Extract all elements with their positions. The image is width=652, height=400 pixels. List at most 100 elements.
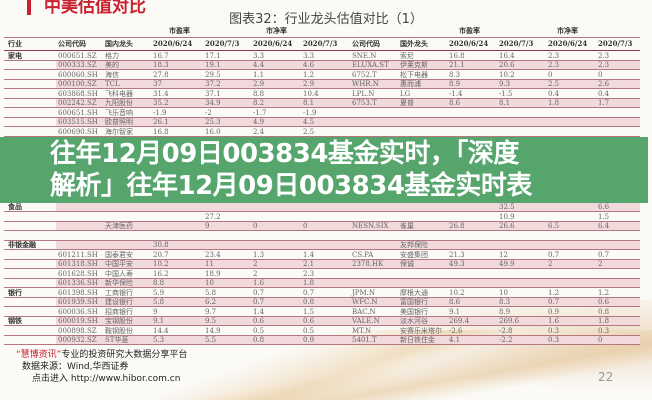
table-cell: 600019.SH [58, 317, 98, 325]
table-cell: 600060.SH [58, 70, 98, 79]
table-cell: 16.8 [153, 127, 169, 136]
row-shade [56, 127, 640, 136]
table-cell: 2.4 [253, 127, 265, 136]
table-cell: 8.1 [499, 99, 511, 107]
table-cell: 37.1 [205, 89, 221, 98]
pe-header-domestic: 市盈率 [169, 26, 190, 35]
industry-cell: 银行 [8, 287, 22, 297]
table-cell: 27.8 [153, 70, 169, 79]
table-cell: 新华保险 [105, 279, 133, 287]
table-cell: 中国平安 [105, 260, 133, 268]
table-cell: 6.5 [548, 222, 560, 230]
table-cell: 0.6 [303, 317, 315, 325]
table-row: 600060.SH 海信 27.8 29.5 1.1 1.2 6752.T 松下电器 8.3 10… [4, 70, 640, 80]
table-cell: 1.2 [548, 288, 560, 297]
table-row: 食品 32.5 6.6 [4, 202, 640, 212]
table-cell: 21.3 [449, 250, 465, 259]
table-row: 600690.SH 海尔智家 16.8 16.0 2.4 2.5 [4, 127, 640, 137]
overlay-title: 往年12月09日003834基金实时，「深度 解析」往年12月09日003834… [50, 138, 532, 202]
table-cell: 2.6 [598, 80, 610, 88]
row-shade [56, 259, 640, 268]
column-header: 2020/7/3 [205, 39, 240, 48]
table-cell: 0.3 [548, 336, 560, 344]
pb-header-foreign: 市净率 [557, 26, 578, 35]
table-cell: 21.1 [449, 61, 465, 69]
table-cell: 1.8 [598, 317, 610, 325]
table-row [4, 231, 640, 241]
table-row: 603868.SH 飞科电器 31.4 37.1 8.8 10.4 LPL.N LG -1.4 -… [4, 89, 640, 99]
table-cell: 26.1 [153, 118, 169, 126]
table-cell: 603868.SH [58, 89, 98, 98]
row-shade [56, 117, 640, 126]
table-row: 钢铁 600019.SH 宝钢股份 9.1 9.5 0.6 0.6 VALE.N 淡水河谷 269… [4, 316, 640, 326]
table-cell: 3.3 [253, 51, 265, 60]
group-header-row: 市盈率 市净率 市盈率 市净率 [4, 25, 640, 38]
table-cell: 603515.SH [58, 118, 98, 126]
table-cell: 27.2 [205, 212, 221, 221]
column-header: 2020/7/3 [303, 39, 338, 48]
table-cell: 0.7 [253, 298, 265, 306]
table-cell: 600690.SH [58, 127, 98, 136]
table-cell: 8.2 [253, 99, 265, 107]
table-cell: 1.8 [548, 99, 560, 107]
table-cell: 8.8 [153, 279, 165, 287]
table-cell: VALE.N [352, 317, 380, 325]
table-cell: 10 [499, 288, 508, 297]
table-cell: 10 [205, 279, 214, 287]
table-cell: 1.6 [548, 317, 560, 325]
column-header: 国内龙头 [105, 39, 133, 48]
table-cell: MT.N [352, 326, 372, 335]
table-cell: 2.3 [598, 51, 610, 60]
table-cell: 6752.T [352, 70, 377, 79]
table-cell: BAC.N [352, 307, 376, 316]
table-cell: 6.6 [598, 203, 610, 211]
section-marker [27, 0, 31, 15]
table-cell: 16.4 [499, 51, 515, 60]
table-cell: 国泰君安 [105, 250, 133, 259]
table-cell: 0.3 [598, 326, 610, 335]
overlay-title-line: 解析」往年12月09日003834基金实时表 [50, 170, 532, 201]
table-row: 603515.SH 欧普照明 26.1 25.3 4.9 4.5 [4, 117, 640, 127]
table-cell: 14.9 [205, 326, 221, 335]
table-cell: 002242.SZ [58, 99, 97, 107]
table-cell: 10.2 [499, 70, 515, 79]
table-cell: 0.4 [548, 89, 560, 98]
pe-header-foreign: 市盈率 [459, 26, 480, 35]
column-header-row: 行业 公司代码 国内龙头 2020/6/24 2020/7/3 2020/6/24 2020… [4, 38, 640, 51]
chart-title: 图表32：行业龙头估值对比（1） [229, 12, 423, 27]
table-cell: 29.5 [205, 70, 221, 79]
table-cell: 1.6 [253, 279, 265, 287]
table-cell: 5.8 [205, 288, 217, 297]
footer-link[interactable]: 点击进入 http://www.hibor.com.cn [32, 374, 181, 384]
table-cell: 601398.SH [58, 288, 98, 297]
table-row: 600651.SH 飞乐音响 -1.9 -2 -1.7 -1.9 [4, 108, 640, 118]
table-cell: 000100.SZ [58, 80, 97, 88]
footer-source: 数据来源：Wind,华西证券 [22, 362, 129, 372]
column-header: 2020/6/24 [548, 39, 588, 48]
table-cell: 工商银行 [105, 288, 133, 297]
table-cell: 4.6 [303, 61, 315, 69]
table-cell: 269.6 [499, 317, 520, 325]
column-header: 2020/7/3 [598, 39, 633, 48]
table-cell: 11 [205, 260, 214, 268]
table-cell: 9.5 [205, 317, 217, 325]
table-cell: 0.6 [598, 298, 610, 306]
table-cell: 18.9 [205, 269, 221, 278]
table-cell: TCL [105, 80, 120, 88]
table-cell: 20.6 [499, 61, 515, 69]
table-cell: 2.1 [303, 260, 315, 268]
column-header: 2020/7/3 [499, 39, 534, 48]
table-cell: 601211.SH [58, 250, 98, 259]
table-cell: 6.4 [598, 222, 610, 230]
table-cell: 索尼 [400, 51, 414, 60]
table-cell: 5.5 [205, 336, 217, 344]
table-cell: 夏普 [400, 99, 414, 107]
table-cell: 3.3 [303, 51, 315, 60]
table-cell: 2.3 [303, 269, 315, 278]
table-cell: ST华菱 [105, 336, 129, 344]
table-cell: 2.3 [548, 51, 560, 60]
table-row: 非银金融 30.8 友邦保险 [4, 240, 640, 250]
table-cell: 18.3 [153, 61, 169, 69]
table-row: 000100.SZ TCL 37 37.2 2.9 2.9 WHR.N 惠而浦 8.9 9.3 2.… [4, 79, 640, 89]
table-cell: 8.6 [449, 298, 461, 306]
